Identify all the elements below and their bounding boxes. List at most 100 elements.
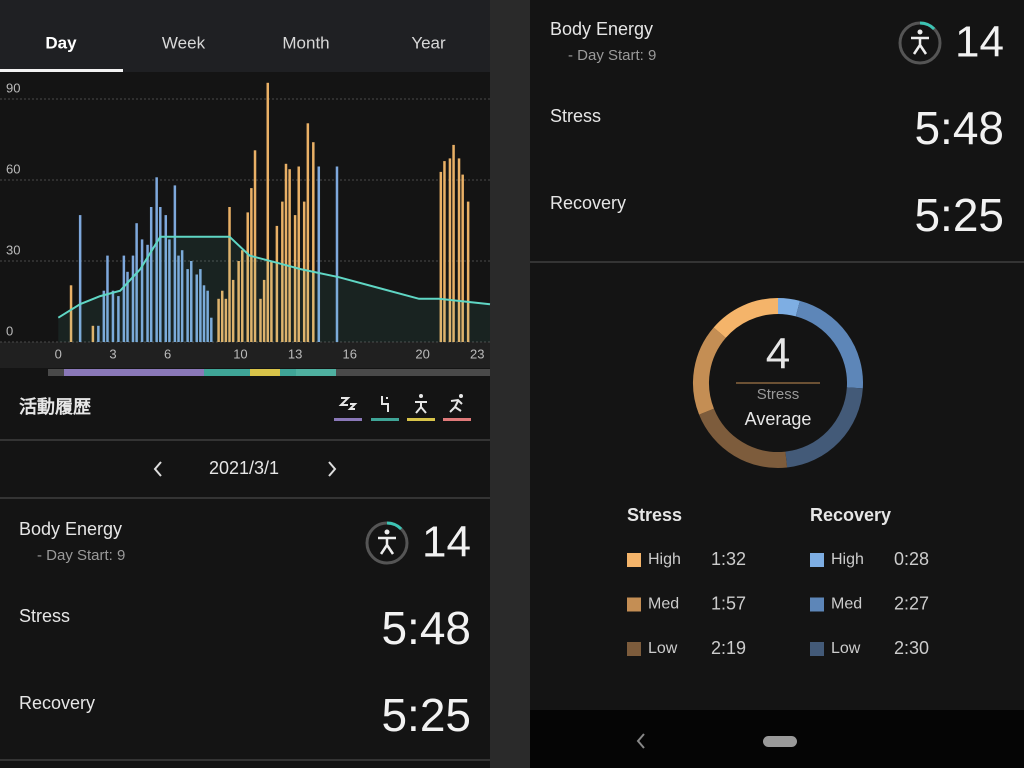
legend-title: Recovery [810, 505, 891, 525]
nav-home[interactable] [763, 736, 797, 747]
bar [302, 201, 306, 342]
bar [164, 215, 168, 342]
tab[interactable]: Year [411, 33, 446, 52]
line-area [58, 236, 490, 342]
bar [461, 174, 464, 342]
recovery-value: 5:25 [381, 689, 471, 741]
day-start: - Day Start: 9 [37, 547, 125, 564]
donut-label: Stress [757, 386, 800, 403]
bar [199, 269, 202, 342]
timeline-rest [296, 369, 336, 376]
bar [102, 290, 106, 342]
donut-segment [713, 298, 779, 339]
bar [149, 207, 153, 342]
legend-swatch [810, 597, 824, 612]
tab[interactable]: Day [45, 33, 77, 52]
bar [228, 207, 231, 342]
run-key [443, 418, 471, 421]
tab[interactable]: Month [282, 33, 329, 52]
y-tick-label: 0 [6, 323, 13, 338]
bar [117, 296, 120, 342]
legend-label: Low [831, 640, 861, 657]
bar [78, 215, 82, 342]
donut-segment [777, 298, 800, 317]
activity-title: 活動履歴 [19, 396, 91, 417]
recovery-label: Recovery [550, 193, 626, 213]
bar [111, 290, 115, 342]
body-energy-value: 14 [422, 518, 471, 567]
legend-label: High [831, 551, 864, 568]
bar [206, 290, 209, 342]
x-tick-label: 20 [415, 346, 429, 361]
body-energy-arc [386, 521, 403, 531]
legend-time: 2:30 [894, 638, 929, 658]
day-start: - Day Start: 9 [568, 47, 656, 64]
bar [180, 250, 184, 342]
bar [195, 274, 198, 342]
bar [122, 255, 126, 342]
legend-label: Med [648, 596, 679, 613]
legend-time: 1:57 [711, 593, 746, 613]
stress-label: Stress [550, 106, 601, 126]
bar [217, 298, 220, 342]
donut-segment [699, 408, 788, 468]
stress-value: 5:48 [381, 602, 471, 654]
walk-head [419, 394, 423, 398]
bar [288, 169, 291, 342]
bar [159, 207, 162, 342]
legend-time: 2:27 [894, 593, 929, 613]
next-day[interactable] [328, 461, 337, 477]
legend-time: 1:32 [711, 549, 746, 569]
run-head [459, 394, 463, 398]
bar [253, 150, 257, 342]
tab[interactable]: Week [162, 33, 206, 52]
bar [275, 225, 279, 342]
y-tick-label: 30 [6, 242, 20, 257]
bar [126, 271, 129, 342]
donut-segment [693, 327, 726, 415]
stress-value: 5:48 [914, 102, 1004, 154]
run-icon [449, 398, 463, 413]
tab-indicator [0, 69, 123, 72]
bar [266, 82, 270, 343]
x-tick-label: 10 [233, 346, 247, 361]
bar [466, 201, 470, 342]
left-panel [0, 0, 490, 768]
bar [186, 269, 189, 342]
prev-day[interactable] [153, 461, 162, 477]
x-tick-label: 6 [164, 346, 171, 361]
bar [284, 163, 288, 342]
nav-back[interactable] [636, 733, 645, 749]
donut: 4 Stress Average [693, 298, 863, 468]
bar [439, 171, 443, 342]
bar [177, 255, 180, 342]
legend-swatch [627, 553, 641, 567]
bar [312, 142, 315, 342]
recovery-value: 5:25 [914, 189, 1004, 241]
x-tick-label: 3 [109, 346, 116, 361]
stress-label: Stress [19, 606, 70, 626]
bar [220, 290, 224, 342]
rest-key [371, 418, 399, 421]
body-energy-head [384, 529, 390, 535]
bar [140, 239, 144, 342]
x-tick-label: 16 [343, 346, 357, 361]
bar [262, 279, 266, 342]
bar [202, 285, 206, 342]
bar [97, 325, 100, 342]
bar [91, 325, 95, 342]
bar [146, 244, 149, 342]
bar [190, 261, 193, 342]
x-tick-label: 0 [55, 346, 62, 361]
body-energy-value: 14 [955, 18, 1004, 67]
right-panel [530, 0, 1024, 768]
timeline-sleep [64, 369, 204, 376]
walk-key [407, 418, 435, 421]
bar [281, 201, 284, 342]
sleep-key [334, 418, 362, 421]
legend-swatch [627, 642, 641, 656]
bar [448, 158, 452, 342]
sleep-icon [338, 397, 358, 410]
